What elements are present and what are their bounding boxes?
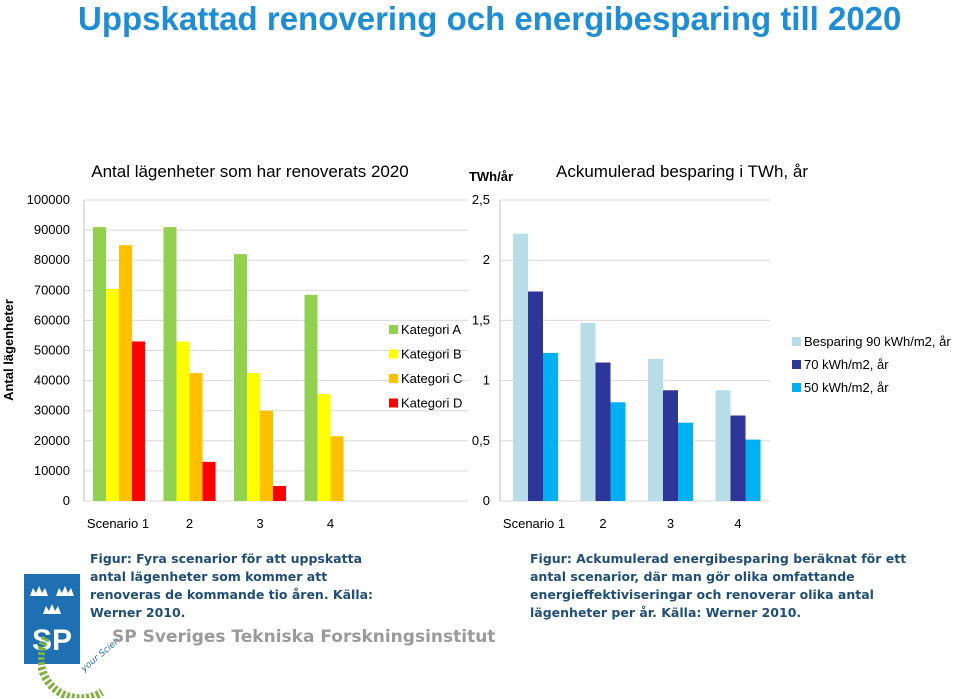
bar-kategori-b — [317, 394, 331, 501]
bar-besparing-90-kwh-m2-r — [580, 322, 596, 501]
y-tick-label: 1,5 — [472, 312, 490, 327]
y-tick-label: 40000 — [34, 373, 70, 388]
bar-kategori-a — [93, 227, 106, 501]
legend-label: Kategori C — [401, 371, 462, 386]
y-tick-label: 30000 — [34, 403, 70, 418]
y-tick-label: 0,5 — [472, 433, 490, 448]
chart-title: Antal lägenheter som har renoverats 2020 — [91, 162, 409, 181]
x-tick-label: 4 — [327, 516, 334, 531]
x-tick-label: 2 — [599, 516, 606, 531]
y-axis-label: TWh/år — [469, 169, 513, 184]
y-tick-label: 60000 — [34, 312, 70, 327]
legend-label: 50 kWh/m2, år — [804, 380, 889, 395]
y-tick-label: 90000 — [34, 222, 70, 237]
bar-besparing-90-kwh-m2-r — [513, 233, 528, 501]
x-tick-label: Scenario 1 — [87, 516, 149, 531]
chart-energy-savings: 0 0,5 1 1,5 2 2,5 Scenario 1 2 3 4 Ackumulerad bes… — [469, 162, 951, 531]
y-tick-label: 70000 — [34, 282, 70, 297]
y-tick-label: 2 — [483, 252, 490, 267]
bar-50-kwh-m2-r — [543, 352, 558, 501]
y-axis-label: Antal lägenheter — [1, 299, 16, 401]
sp-institute-name: SP Sveriges Tekniska Forskningsinstitut — [112, 627, 496, 647]
sp-logo: SP — [24, 574, 80, 664]
page-title: Uppskattad renovering och energibesparin… — [78, 0, 902, 37]
legend-swatch — [389, 398, 398, 408]
chart-apartments: 0 10000 20000 30000 40000 50000 60000 70000 8000… — [1, 162, 468, 531]
science-partner-mark: your Science Partner — [38, 632, 118, 698]
legend-swatch — [792, 337, 801, 346]
crowns-icon — [30, 586, 74, 614]
legend-label: 70 kWh/m2, år — [804, 357, 889, 372]
bar-kategori-b — [247, 373, 260, 501]
y-tick-label: 10000 — [34, 463, 70, 478]
y-tick-label: 100000 — [27, 192, 70, 207]
caption-right: Figur: Ackumulerad energibesparing beräk… — [530, 551, 907, 620]
x-tick-label: 2 — [186, 516, 193, 531]
bar-kategori-c — [260, 410, 273, 501]
bar-kategori-b — [176, 341, 190, 501]
bar-kategori-d — [202, 461, 216, 501]
legend-label: Besparing 90 kWh/m2, år — [804, 334, 951, 349]
y-tick-label: 20000 — [34, 433, 70, 448]
bar-70-kwh-m2-r — [730, 415, 746, 501]
legend-label: Kategori A — [401, 322, 461, 337]
bar-besparing-90-kwh-m2-r — [648, 358, 663, 501]
caption-left: Figur: Fyra scenarior för att uppskatta … — [90, 551, 374, 620]
chart-title: Ackumulerad besparing i TWh, år — [556, 162, 808, 181]
bar-kategori-c — [330, 436, 344, 501]
legend-label: Kategori B — [401, 347, 462, 362]
legend-label: Kategori D — [401, 396, 462, 411]
bar-kategori-d — [273, 485, 286, 501]
legend-swatch — [389, 349, 398, 359]
y-tick-label: 2,5 — [472, 192, 490, 207]
bar-kategori-b — [106, 288, 119, 501]
y-tick-label: 0 — [483, 493, 490, 508]
y-tick-label: 1 — [483, 373, 490, 388]
x-tick-label: 3 — [667, 516, 674, 531]
sp-logo-letters: SP — [32, 624, 72, 657]
bar-kategori-a — [234, 254, 247, 501]
legend-swatch — [389, 325, 398, 334]
charts-canvas: 0 10000 20000 30000 40000 50000 60000 70000 8000… — [1, 162, 951, 531]
bar-50-kwh-m2-r — [678, 422, 693, 501]
y-tick-label: 80000 — [34, 252, 70, 267]
bar-kategori-a — [163, 227, 177, 501]
bar-50-kwh-m2-r — [610, 402, 626, 501]
legend-swatch — [792, 360, 801, 369]
bar-besparing-90-kwh-m2-r — [715, 390, 731, 501]
x-tick-label: Scenario 1 — [503, 516, 565, 531]
x-tick-label: 3 — [256, 516, 263, 531]
bar-kategori-a — [304, 294, 318, 501]
bar-70-kwh-m2-r — [595, 362, 611, 501]
bar-kategori-d — [132, 341, 145, 501]
bar-70-kwh-m2-r — [528, 291, 543, 501]
bar-70-kwh-m2-r — [663, 390, 678, 501]
bar-kategori-c — [189, 373, 203, 501]
bar-50-kwh-m2-r — [745, 439, 761, 501]
legend-swatch — [792, 383, 801, 392]
y-tick-label: 50000 — [34, 343, 70, 358]
x-tick-label: 4 — [734, 516, 741, 531]
bar-kategori-c — [119, 245, 132, 501]
y-tick-label: 0 — [63, 493, 70, 508]
legend-swatch — [389, 374, 398, 383]
